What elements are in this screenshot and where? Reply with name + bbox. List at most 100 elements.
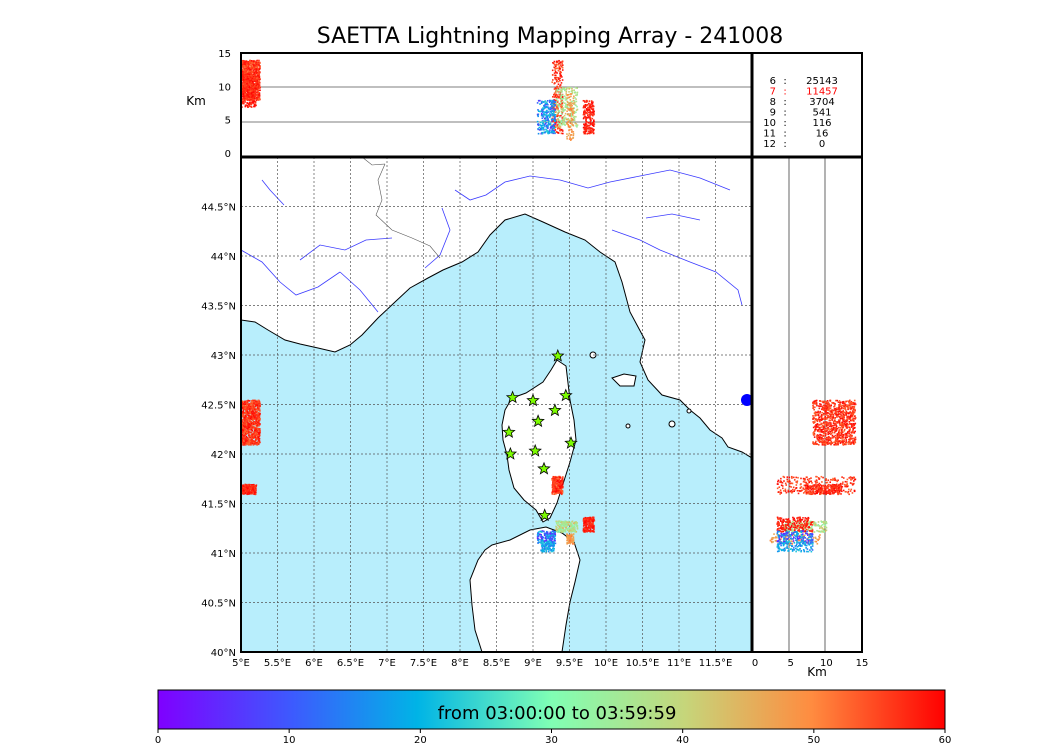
source-point-altlon [561,110,564,113]
source-point [253,485,255,488]
source-point [244,434,246,437]
source-point-altlon [583,123,585,126]
source-point-altlon [249,99,252,102]
source-point-altlon [583,112,585,114]
source-point-altlon [256,97,259,99]
source-point-altlon [562,87,565,90]
source-point-altlon [550,118,553,121]
source-point-altlon [249,95,252,98]
source-point-altlon [572,124,574,126]
source-point-altlon [571,118,574,121]
source-point-altlon [241,60,243,63]
source-point-altlat [834,427,837,430]
source-point-altlon [576,108,579,111]
source-point [255,420,258,422]
source-point [254,442,257,444]
source-point-altlat [852,431,854,434]
source-point-altlon [587,106,589,109]
source-point-altlon [552,115,555,117]
source-point-altlat [824,440,827,443]
source-point-altlat [819,440,822,443]
source-point-altlon [549,123,552,126]
source-point-altlat [854,403,857,406]
source-point-altlon [562,121,565,124]
source-point [564,524,566,527]
station-star [531,414,545,428]
source-point [573,523,576,526]
source-point [575,521,577,523]
source-point [245,418,247,421]
source-point-altlon [553,88,556,90]
source-point-altlon [583,128,586,130]
source-point-altlon [543,104,546,107]
source-point-altlon [576,105,578,108]
source-point-altlon [582,131,585,133]
source-point [569,539,571,542]
source-point-altlat [828,410,831,412]
source-point-altlon [556,87,559,89]
source-point-altlon [548,108,550,111]
source-point-altlon [561,132,564,135]
source-point [249,431,251,434]
source-point-altlat [838,435,840,437]
source-point [258,415,261,418]
source-point-altlat [848,435,850,438]
source-point-altlat [841,411,843,413]
source-point-altlon [590,100,593,102]
source-point-altlon [555,89,557,92]
source-point-altlat [818,436,820,439]
source-point-altlon [549,115,551,118]
source-point [255,402,257,405]
source-point-altlon [550,130,553,132]
source-point-altlon [559,70,562,73]
source-point-altlon [553,105,556,107]
source-point-altlon [557,127,559,130]
source-point [252,421,254,424]
source-point-altlon [541,108,543,111]
source-point [566,521,569,524]
source-point [565,521,568,523]
rivers [241,169,743,313]
source-point [245,483,248,486]
source-point-altlon [560,71,562,74]
source-point-altlon [257,76,259,79]
source-point [253,412,255,414]
source-point-altlat [827,437,830,440]
source-point-altlon [252,60,255,63]
source-point [257,440,260,443]
source-point [253,416,256,419]
source-point [241,438,244,441]
source-point-altlon [258,77,261,79]
source-point [545,547,547,549]
source-point-altlon [557,77,560,79]
source-point [545,550,548,553]
lat-tick-label: 40.5°N [201,599,236,610]
source-point-altlon [258,86,261,88]
source-point [562,521,565,524]
source-point-altlat [829,399,831,402]
source-point-altlat [812,404,814,407]
source-point [243,433,246,436]
source-point [589,528,592,530]
source-point-altlon [583,125,586,127]
source-point-altlat [835,399,837,402]
source-point [541,530,544,532]
source-point-altlon [558,86,561,88]
source-point [563,523,565,525]
source-point [249,428,251,430]
source-point [242,436,244,439]
source-point-altlon [248,62,251,64]
source-point [587,518,590,521]
source-point [250,428,253,431]
source-point-altlat [836,438,839,441]
source-point-altlon [253,68,255,71]
source-point-altlon [252,88,255,90]
source-point-altlon [558,96,560,99]
source-point-altlat [829,422,832,424]
source-point-altlon [559,127,561,130]
source-point-altlon [575,98,577,100]
source-point-altlon [553,100,555,103]
source-point [589,531,592,533]
source-point [576,521,578,524]
source-point-altlon [244,60,247,63]
